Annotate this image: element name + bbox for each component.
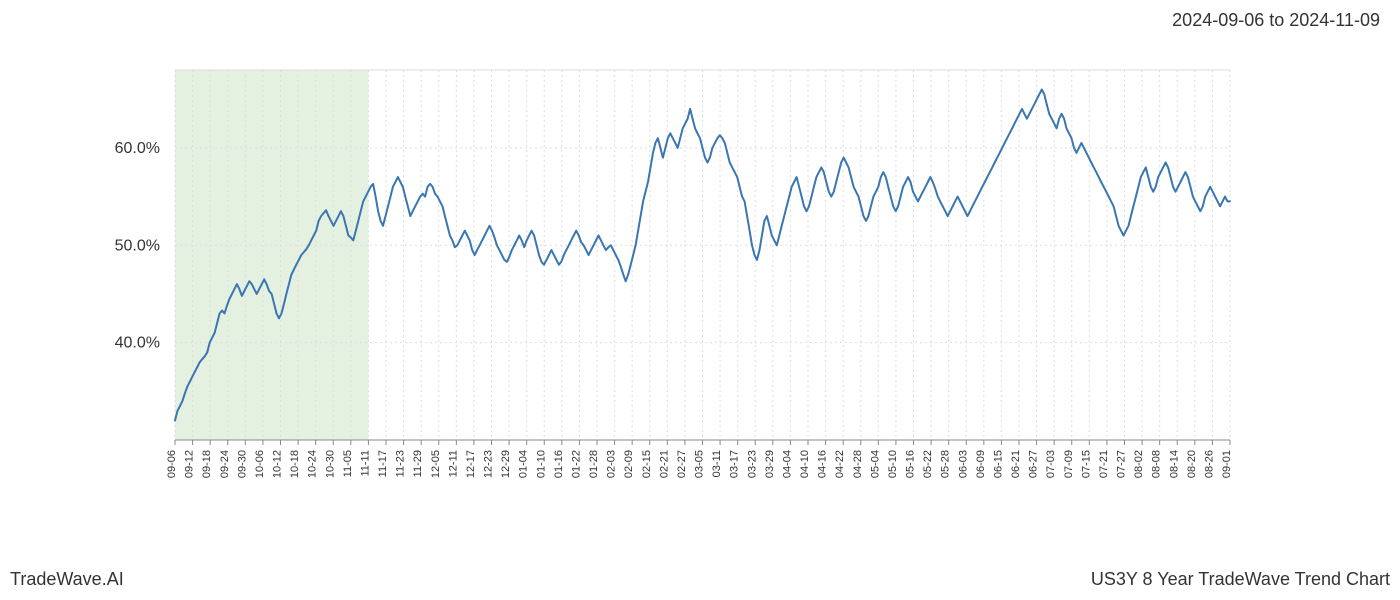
xtick-label: 12-11 — [447, 450, 459, 477]
xtick-label: 01-28 — [588, 450, 600, 478]
xtick-label: 01-10 — [535, 450, 547, 478]
xtick-label: 01-22 — [570, 450, 582, 478]
xtick-label: 06-15 — [992, 450, 1004, 478]
xtick-label: 09-24 — [219, 450, 231, 478]
xtick-label: 05-10 — [887, 450, 899, 478]
xtick-label: 08-26 — [1203, 450, 1215, 478]
chart-subtitle: US3Y 8 Year TradeWave Trend Chart — [1091, 569, 1390, 590]
xtick-label: 06-21 — [1010, 450, 1022, 478]
xtick-label: 01-16 — [553, 450, 565, 478]
xtick-label: 03-29 — [764, 450, 776, 478]
xtick-label: 02-21 — [658, 450, 670, 478]
xtick-label: 12-05 — [430, 450, 442, 478]
ytick-label: 40.0% — [115, 335, 160, 352]
ytick-label: 50.0% — [115, 237, 160, 254]
xtick-label: 08-14 — [1168, 450, 1180, 478]
brand-label: TradeWave.AI — [10, 569, 124, 590]
highlight-band — [175, 70, 368, 440]
xtick-label: 12-23 — [483, 450, 495, 478]
xtick-label: 04-28 — [852, 450, 864, 478]
xtick-label: 03-17 — [729, 450, 741, 478]
xtick-label: 09-06 — [166, 450, 178, 478]
xtick-label: 03-05 — [694, 450, 706, 478]
xtick-label: 07-03 — [1045, 450, 1057, 478]
xtick-label: 10-24 — [307, 450, 319, 478]
xtick-label: 10-30 — [324, 450, 336, 478]
date-range-label: 2024-09-06 to 2024-11-09 — [1172, 10, 1380, 31]
xtick-label: 09-01 — [1221, 450, 1233, 478]
xtick-label: 04-22 — [834, 450, 846, 478]
xtick-label: 02-09 — [623, 450, 635, 478]
xtick-label: 08-08 — [1151, 450, 1163, 478]
xtick-label: 07-15 — [1080, 450, 1092, 478]
xtick-label: 12-17 — [465, 450, 477, 478]
xtick-label: 08-02 — [1133, 450, 1145, 478]
xtick-label: 02-15 — [641, 450, 653, 478]
xtick-label: 08-20 — [1186, 450, 1198, 478]
xtick-label: 03-23 — [746, 450, 758, 478]
xtick-label: 09-18 — [201, 450, 213, 478]
xtick-label: 11-05 — [342, 450, 354, 477]
chart-area: 40.0% 50.0% 60.0% 09-06 09-12 09-18 09-24 09-30… — [0, 40, 1400, 560]
xtick-label: 06-03 — [957, 450, 969, 478]
xtick-label: 01-04 — [518, 450, 530, 478]
xtick-label: 10-18 — [289, 450, 301, 478]
xtick-label: 04-10 — [799, 450, 811, 478]
xtick-label: 03-11 — [711, 450, 723, 477]
xtick-label: 11-11 — [359, 450, 371, 477]
xtick-label: 06-09 — [975, 450, 987, 478]
xtick-label: 07-09 — [1063, 450, 1075, 478]
xtick-label: 05-28 — [940, 450, 952, 478]
xtick-label: 11-23 — [395, 450, 407, 477]
xtick-label: 04-04 — [781, 450, 793, 478]
xtick-label: 09-30 — [236, 450, 248, 478]
xtick-label: 05-04 — [869, 450, 881, 478]
ytick-label: 60.0% — [115, 140, 160, 157]
xtick-label: 10-06 — [254, 450, 266, 478]
xtick-label: 04-16 — [817, 450, 829, 478]
xtick-label: 10-12 — [272, 450, 284, 478]
xtick-label: 05-22 — [922, 450, 934, 478]
xtick-label: 11-29 — [412, 450, 424, 477]
xtick-label: 09-12 — [184, 450, 196, 478]
xtick-label: 02-03 — [606, 450, 618, 478]
line-chart-svg: 40.0% 50.0% 60.0% 09-06 09-12 09-18 09-24 09-30… — [0, 40, 1400, 560]
xtick-label: 07-21 — [1098, 450, 1110, 478]
xtick-label: 07-27 — [1116, 450, 1128, 478]
xtick-label: 11-17 — [377, 450, 389, 477]
xtick-label: 02-27 — [676, 450, 688, 478]
xtick-label: 12-29 — [500, 450, 512, 478]
xtick-label: 06-27 — [1028, 450, 1040, 478]
xtick-label: 05-16 — [905, 450, 917, 478]
